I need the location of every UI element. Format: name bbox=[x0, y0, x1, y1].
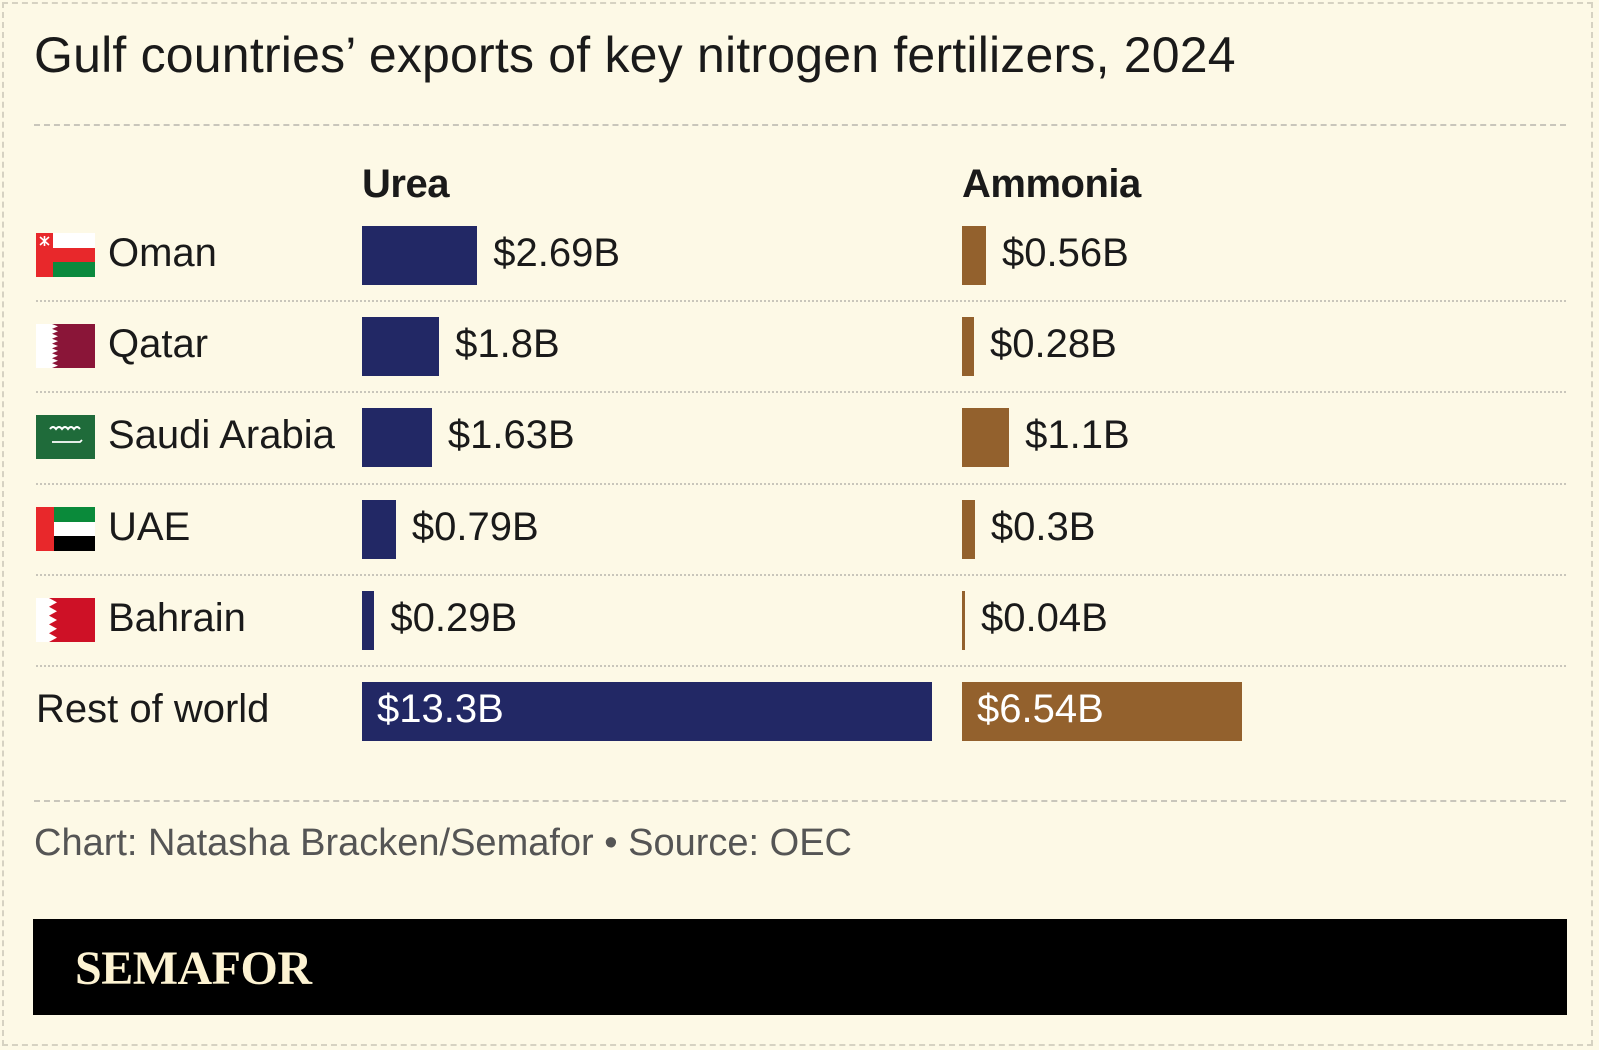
bar-ammonia-oman bbox=[962, 226, 986, 285]
bar-ammonia-uae bbox=[962, 499, 975, 559]
footer-bar: SEMAFOR bbox=[33, 919, 1567, 1015]
chart-title: Gulf countries’ exports of key nitrogen … bbox=[34, 27, 1236, 83]
bar-urea-rest-of-world bbox=[362, 682, 932, 741]
value-label-ammonia-bahrain: $0.04B bbox=[981, 595, 1108, 640]
row-separator bbox=[36, 574, 1566, 576]
value-label-urea-uae: $0.79B bbox=[411, 504, 539, 549]
category-label-qatar: Qatar bbox=[108, 322, 209, 367]
saudi-arabia-flag-icon bbox=[36, 415, 95, 460]
value-label-ammonia-rest-of-world: $6.54B bbox=[977, 687, 1104, 731]
series-header-ammonia: Ammonia bbox=[962, 162, 1141, 206]
row-separator bbox=[36, 483, 1566, 485]
bar-ammonia-qatar bbox=[962, 317, 974, 377]
oman-flag-icon bbox=[36, 233, 95, 277]
bar-urea-oman bbox=[362, 226, 478, 285]
category-label-uae: UAE bbox=[108, 504, 191, 549]
row-separator bbox=[36, 391, 1566, 393]
bahrain-flag-icon bbox=[36, 597, 95, 642]
category-label-rest-of-world: Rest of world bbox=[36, 687, 270, 731]
value-label-ammonia-uae: $0.3B bbox=[990, 504, 1096, 549]
bar-ammonia-rest-of-world bbox=[962, 682, 1243, 741]
category-label-bahrain: Bahrain bbox=[108, 595, 246, 640]
row-separator bbox=[36, 665, 1566, 667]
bar-ammonia-saudi-arabia bbox=[962, 408, 1010, 468]
qatar-flag-icon bbox=[36, 324, 95, 369]
value-label-urea-rest-of-world: $13.3B bbox=[377, 687, 504, 731]
value-label-ammonia-oman: $0.56B bbox=[1002, 231, 1129, 275]
bottom-divider bbox=[34, 800, 1566, 802]
bar-urea-qatar bbox=[362, 317, 440, 377]
bar-urea-bahrain bbox=[362, 590, 375, 650]
category-label-oman: Oman bbox=[108, 231, 217, 275]
value-label-ammonia-qatar: $0.28B bbox=[990, 322, 1117, 367]
value-label-ammonia-saudi-arabia: $1.1B bbox=[1025, 413, 1130, 458]
series-header-urea: Urea bbox=[362, 162, 449, 206]
value-label-urea-saudi-arabia: $1.63B bbox=[447, 413, 575, 458]
bar-urea-uae bbox=[362, 499, 396, 559]
bar-urea-saudi-arabia bbox=[362, 408, 432, 468]
row-separator bbox=[36, 300, 1566, 302]
value-label-urea-bahrain: $0.29B bbox=[390, 595, 518, 640]
category-label-saudi-arabia: Saudi Arabia bbox=[108, 413, 335, 458]
uae-flag-icon bbox=[36, 506, 95, 551]
value-label-urea-qatar: $1.8B bbox=[455, 322, 560, 367]
chart-credit: Chart: Natasha Bracken/Semafor • Source:… bbox=[34, 822, 852, 864]
semafor-logo: SEMAFOR bbox=[75, 942, 312, 995]
top-divider bbox=[34, 124, 1566, 126]
value-label-urea-oman: $2.69B bbox=[493, 231, 621, 275]
bar-ammonia-bahrain bbox=[962, 590, 965, 650]
